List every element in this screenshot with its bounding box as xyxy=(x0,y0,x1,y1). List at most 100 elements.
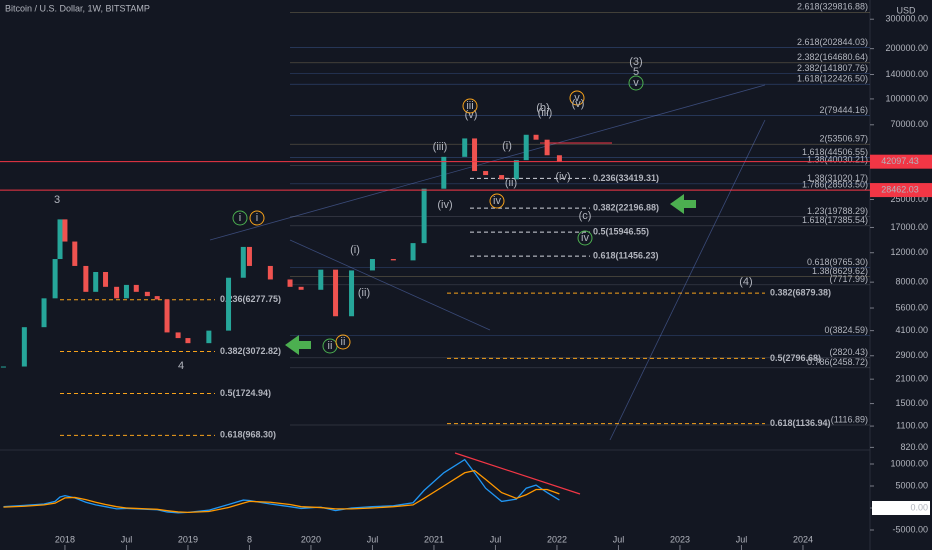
wave-label: ii xyxy=(341,336,346,348)
price-tag-label: 42097.43 xyxy=(881,156,919,166)
macd-y-tick-label: 5000.00 xyxy=(895,480,928,490)
y-tick-label: 25000.00 xyxy=(890,194,928,204)
fib-label: 0.382(22196.88) xyxy=(593,202,659,212)
wave-label: (4) xyxy=(739,276,752,288)
y-tick-label: 17000.00 xyxy=(890,222,928,232)
wave-label: (iv) xyxy=(555,171,570,183)
wave-label: 3 xyxy=(54,194,60,206)
price-tag xyxy=(870,183,932,198)
candle xyxy=(123,284,129,299)
x-tick-label: Jul xyxy=(613,534,625,544)
y-tick-label: 200000.00 xyxy=(885,43,928,53)
level-label: 1.38(8629.62) xyxy=(812,266,868,276)
level-label: 1.618(44506.55) xyxy=(802,147,868,157)
level-label: 1.38(31020.17) xyxy=(807,173,868,183)
candle xyxy=(240,246,246,278)
candle xyxy=(333,269,339,317)
x-tick-label: 2018 xyxy=(55,534,75,544)
candle xyxy=(369,259,375,271)
level-label: 1.786(28503.50) xyxy=(802,179,868,189)
candle xyxy=(62,219,68,242)
fib-label: 0.618(1136.94) xyxy=(770,418,831,428)
wave-label: iv xyxy=(493,195,501,207)
level-label: (1116.89) xyxy=(831,414,868,424)
candle xyxy=(72,241,78,266)
fib-label: 0.5(2796.68) xyxy=(770,353,821,363)
x-tick-label: 8 xyxy=(247,534,252,544)
level-label: (2820.43) xyxy=(829,347,868,357)
trend-line xyxy=(209,84,766,241)
y-tick-label: 140000.00 xyxy=(885,69,928,79)
wave-label: 5 xyxy=(633,66,639,78)
wave-label: (iii) xyxy=(433,141,448,153)
y-tick-label: 1500.00 xyxy=(895,398,928,408)
candle xyxy=(390,259,396,261)
arrow xyxy=(285,335,311,355)
candle xyxy=(114,286,120,299)
candle xyxy=(144,291,150,297)
wave-label: (ii) xyxy=(358,287,370,299)
candle xyxy=(206,330,212,344)
macd-y-tick-label: 0.00 xyxy=(910,502,928,512)
candle xyxy=(52,259,58,299)
macd-line xyxy=(3,458,560,514)
wave-label: ii xyxy=(328,340,333,352)
candle xyxy=(544,139,550,156)
candle xyxy=(103,272,109,287)
candle xyxy=(0,366,6,368)
wave-label: (iv) xyxy=(437,199,452,211)
level-label: 0.618(9765.30) xyxy=(807,257,868,267)
candle xyxy=(298,286,304,290)
level-label: 1.23(19788.29) xyxy=(807,206,868,216)
trend-line xyxy=(289,239,491,331)
wave-label: v xyxy=(633,77,639,89)
x-tick-label: Jul xyxy=(121,534,133,544)
y-tick-label: 1100.00 xyxy=(896,420,928,430)
x-tick-label: 2020 xyxy=(301,534,321,544)
wave-label: (i) xyxy=(350,244,360,256)
candle xyxy=(410,243,416,261)
candle xyxy=(175,332,181,339)
fib-label: 0.5(15946.55) xyxy=(593,226,649,236)
candle xyxy=(523,134,529,161)
macd-line xyxy=(3,469,560,514)
wave-circle xyxy=(628,75,644,91)
wave-label: (ii) xyxy=(505,177,517,189)
candle xyxy=(21,327,27,367)
fib-label: 0.618(968.30) xyxy=(220,430,276,440)
y-tick-label: 8000.00 xyxy=(895,277,928,287)
x-tick-label: Jul xyxy=(367,534,379,544)
candle xyxy=(472,138,478,172)
wave-circle xyxy=(489,193,505,209)
candle xyxy=(483,171,489,176)
x-tick-label: 2022 xyxy=(547,534,567,544)
candle xyxy=(533,134,539,140)
y-tick-label: 100000.00 xyxy=(885,93,928,103)
candle xyxy=(318,269,324,290)
wave-label: (v) xyxy=(572,98,585,110)
candle xyxy=(246,246,252,266)
candle xyxy=(499,175,505,180)
fib-label: 0.236(6277.75) xyxy=(220,294,281,304)
level-label: 0.786(2458.72) xyxy=(807,357,868,367)
candle xyxy=(421,188,427,244)
candle xyxy=(349,270,355,317)
wave-circle xyxy=(232,210,248,226)
x-tick-label: 2024 xyxy=(793,534,813,544)
candle xyxy=(513,160,519,180)
level-label: 2(53506.97) xyxy=(819,134,868,144)
fib-label: 0.382(6879.38) xyxy=(770,287,831,297)
y-tick-label: 2900.00 xyxy=(895,350,928,360)
fib-label: 0.5(1724.94) xyxy=(220,388,271,398)
wave-circle xyxy=(249,210,265,226)
y-tick-label: 2100.00 xyxy=(895,374,928,384)
x-tick-label: 2021 xyxy=(424,534,444,544)
candle xyxy=(287,279,293,287)
candle xyxy=(93,272,99,292)
level-label: 2.382(141807.76) xyxy=(797,63,868,73)
wave-label: 4 xyxy=(178,360,184,372)
wave-label: i xyxy=(256,212,258,224)
